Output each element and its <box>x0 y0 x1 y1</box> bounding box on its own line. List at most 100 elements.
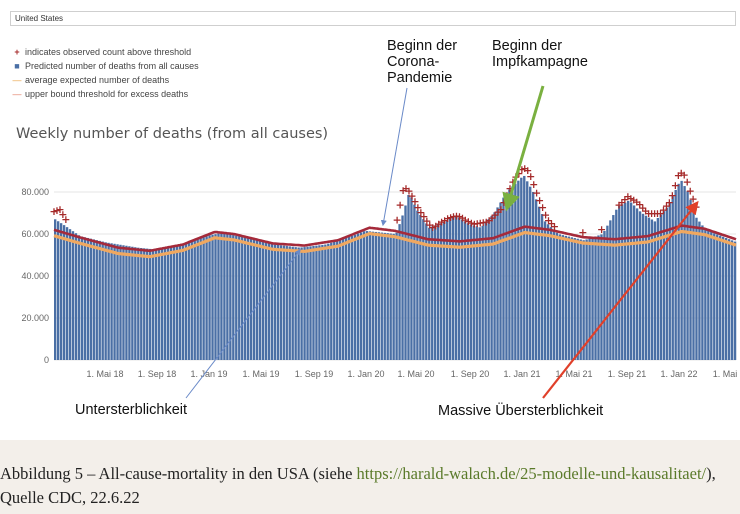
bar <box>451 216 455 360</box>
bar <box>698 221 701 360</box>
country-filter-select[interactable]: United States <box>10 11 736 26</box>
observed-marker: + <box>443 212 452 225</box>
caption-link[interactable]: https://harald-walach.de/25-modelle-und-… <box>356 464 707 483</box>
bar <box>151 249 155 360</box>
bar <box>695 217 698 360</box>
legend-item-observed: + indicates observed count above threshol… <box>12 47 191 57</box>
observed-marker: + <box>395 199 404 212</box>
bar <box>312 245 315 360</box>
bar <box>377 232 380 360</box>
bar <box>395 232 398 360</box>
bar <box>529 186 532 360</box>
bar <box>531 192 535 360</box>
bar <box>315 245 318 360</box>
bar <box>511 186 514 360</box>
bar <box>552 229 556 360</box>
bar <box>285 246 288 360</box>
bar <box>650 219 654 360</box>
bar <box>282 245 285 360</box>
bar <box>436 224 440 360</box>
observed-marker: + <box>538 201 547 214</box>
bar <box>371 231 375 360</box>
bar <box>365 231 369 360</box>
bar <box>59 223 63 360</box>
bar <box>235 235 238 360</box>
observed-marker: + <box>393 213 402 226</box>
bar <box>478 227 481 360</box>
bar <box>232 235 235 360</box>
bar <box>270 243 274 360</box>
annotation-line: Pandemie <box>387 70 453 86</box>
bar <box>668 202 671 360</box>
observed-marker: + <box>535 194 544 207</box>
bar <box>258 241 262 360</box>
bar <box>653 221 657 360</box>
bar <box>356 233 360 360</box>
bar <box>137 247 140 360</box>
bar <box>439 223 443 360</box>
bar <box>481 225 484 360</box>
bar <box>309 246 312 360</box>
observed-marker: + <box>458 212 467 225</box>
bar <box>460 219 464 360</box>
observed-marker: + <box>677 166 686 179</box>
observed-marker: + <box>58 208 67 221</box>
bar <box>537 206 541 360</box>
bar <box>77 235 81 360</box>
annotation-line: Beginn der <box>492 38 563 54</box>
observed-marker: + <box>632 195 641 208</box>
dashboard-panel: United States + indicates observed count … <box>10 11 738 419</box>
observed-marker: + <box>638 201 647 214</box>
bar <box>131 246 134 360</box>
bar <box>56 221 60 360</box>
bar <box>647 217 651 360</box>
bar <box>318 245 321 360</box>
bar <box>674 189 677 360</box>
bar <box>386 233 389 360</box>
bar <box>196 239 199 360</box>
bar <box>333 241 336 360</box>
observed-marker: + <box>476 216 485 229</box>
bar <box>585 239 588 360</box>
bar <box>86 237 90 360</box>
bar <box>472 225 475 360</box>
observed-marker: + <box>671 179 680 192</box>
observed-marker: + <box>428 221 437 234</box>
bar <box>502 197 505 360</box>
bar <box>392 233 395 360</box>
bar <box>428 227 431 360</box>
bar <box>249 238 253 360</box>
observed-marker: + <box>482 216 491 229</box>
legend-label: average expected number of deaths <box>25 75 170 85</box>
bar <box>520 177 523 360</box>
x-tick-label: 1. Jan 20 <box>347 369 384 379</box>
bar <box>671 196 674 360</box>
observed-marker: + <box>467 217 476 230</box>
observed-marker: + <box>689 193 698 206</box>
observed-marker: + <box>659 203 668 216</box>
observed-marker: + <box>55 203 64 216</box>
mortality-chart: +++++ +++++++++++++++++++++++++++++++++++… <box>21 85 737 399</box>
bar <box>140 248 143 360</box>
bar <box>534 199 538 360</box>
bar <box>680 180 683 360</box>
observed-marker: + <box>505 182 514 195</box>
bar <box>683 186 686 360</box>
x-tick-label: 1. Jan 21 <box>503 369 540 379</box>
bar <box>306 246 309 360</box>
bar <box>469 224 473 360</box>
under-arrow <box>185 249 301 399</box>
bar <box>704 229 707 360</box>
line-marker-icon: — <box>12 89 22 99</box>
bar <box>719 235 722 360</box>
observed-marker: + <box>662 200 671 213</box>
observed-marker: + <box>413 201 422 214</box>
bar <box>321 244 324 360</box>
bar <box>347 236 351 360</box>
bar <box>448 218 452 360</box>
observed-marker: + <box>617 196 626 209</box>
bar <box>178 245 182 360</box>
bar <box>431 226 434 360</box>
bar <box>353 234 357 360</box>
bar <box>83 237 87 360</box>
